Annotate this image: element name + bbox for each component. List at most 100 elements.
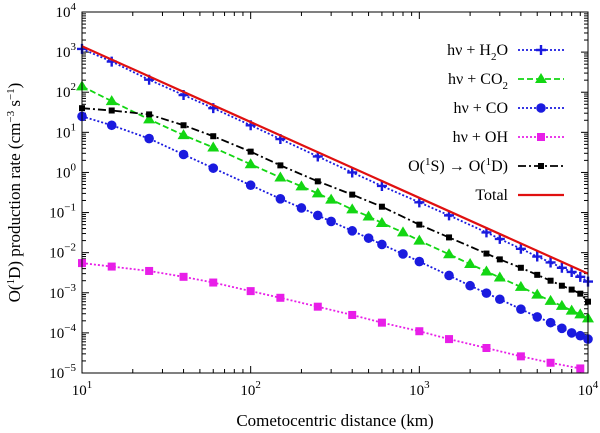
series-line-oh [81, 262, 581, 370]
legend-label: hν + H2O [447, 42, 508, 63]
series-co2 [76, 80, 594, 323]
data-point-o1s [277, 162, 284, 169]
legend-marker-oh [537, 133, 545, 141]
y-tick-labels: 10−5 10−4 10−3 10−2 10−1 100 101 102 103 104 [49, 1, 76, 382]
y-tick-label: 10−1 [49, 202, 76, 222]
data-point-co [444, 270, 454, 281]
series-co [77, 111, 593, 344]
data-point-o1s [349, 191, 356, 198]
legend-marker-co2 [535, 73, 547, 83]
data-point-oh [276, 293, 285, 302]
data-point-co2 [413, 234, 426, 245]
data-point-co2 [244, 158, 257, 169]
legend-item-h2o: hν + H2O [447, 42, 564, 63]
data-point-co [575, 330, 586, 341]
data-point-co [377, 239, 387, 250]
data-point-oh [576, 364, 585, 373]
y-tick-label: 10−5 [49, 362, 76, 382]
data-point-co [326, 216, 336, 227]
series-total [81, 45, 589, 275]
plot-frame [81, 11, 589, 374]
data-point-co2 [396, 226, 409, 237]
data-point-co2 [311, 187, 324, 198]
data-point-h2o [376, 180, 387, 191]
x-tick-label: 104 [578, 379, 599, 399]
data-point-h2o [556, 262, 567, 273]
data-point-co2 [493, 271, 506, 282]
data-point-co2 [346, 203, 359, 214]
legend: hν + H2O hν + CO2 hν + CO hν + OH O(1S) → O(… [408, 42, 564, 204]
data-point-co [545, 317, 556, 328]
data-point-co [296, 203, 307, 213]
data-point-o1s [108, 107, 115, 114]
data-point-h2o [532, 251, 543, 262]
series-line-co [81, 115, 589, 340]
data-point-o1s [180, 122, 187, 129]
data-point-co2 [362, 210, 375, 221]
data-point-h2o [515, 243, 526, 254]
data-point-co2 [207, 141, 220, 152]
data-point-co2 [295, 180, 308, 191]
y-tick-label: 100 [56, 161, 77, 181]
data-point-co2 [544, 294, 557, 305]
tick-marks [81, 12, 588, 374]
data-point-oh [348, 310, 357, 319]
data-point-co2 [177, 129, 190, 140]
data-point-o1s [483, 250, 490, 257]
y-tick-label: 104 [56, 1, 77, 21]
data-point-o1s [146, 111, 153, 118]
data-point-oh [209, 278, 218, 287]
data-point-h2o [566, 266, 577, 277]
data-point-oh [313, 302, 322, 311]
data-point-h2o [347, 167, 358, 178]
series-o1s [79, 105, 591, 305]
data-point-h2o [545, 257, 556, 268]
data-point-co [363, 233, 374, 243]
y-tick-label: 10−3 [49, 282, 76, 302]
x-tick-label: 101 [72, 379, 93, 399]
y-tick-label: 101 [56, 121, 77, 141]
legend-marker-h2o [536, 45, 546, 55]
data-point-co [347, 226, 358, 236]
legend-marker-co [536, 103, 546, 113]
data-point-co [465, 280, 475, 291]
data-point-h2o [575, 271, 586, 282]
legend-label: Total [475, 187, 508, 204]
data-point-o1s [416, 221, 423, 228]
data-point-co2 [464, 258, 477, 269]
data-point-o1s [378, 203, 385, 210]
data-point-co [275, 194, 286, 204]
data-point-oh [546, 358, 555, 367]
legend-label: hν + CO2 [448, 71, 508, 92]
legend-item-o1s: O(1S) → O(1D) [408, 156, 564, 175]
legend-item-co: hν + CO [454, 100, 564, 117]
data-point-co2 [565, 304, 578, 315]
data-point-co [532, 312, 543, 322]
y-tick-label: 102 [56, 81, 77, 101]
data-point-co2 [480, 265, 493, 276]
legend-marker-o1s [538, 163, 544, 169]
data-point-oh [516, 352, 525, 361]
data-point-o1s [577, 290, 584, 297]
x-tick-label: 103 [409, 379, 430, 399]
data-point-co [178, 149, 189, 160]
y-tick-label: 10−2 [49, 242, 76, 262]
data-point-o1s [314, 178, 321, 185]
data-point-co2 [274, 171, 287, 182]
data-point-oh [179, 272, 188, 281]
data-point-co2 [555, 299, 568, 310]
series-line-total [81, 45, 589, 275]
y-tick-label: 103 [56, 41, 77, 61]
y-axis-title: O(1D) production rate (cm−3 s−1) [5, 83, 24, 303]
y-tick-label: 10−4 [49, 322, 76, 342]
data-point-o1s [210, 133, 217, 140]
data-point-co [208, 163, 219, 173]
data-point-oh [246, 287, 255, 296]
data-point-oh [107, 262, 116, 271]
data-point-o1s [534, 271, 541, 278]
data-point-co [566, 328, 577, 338]
data-point-co [495, 294, 505, 305]
data-point-co2 [143, 113, 156, 124]
data-point-co [245, 180, 256, 191]
